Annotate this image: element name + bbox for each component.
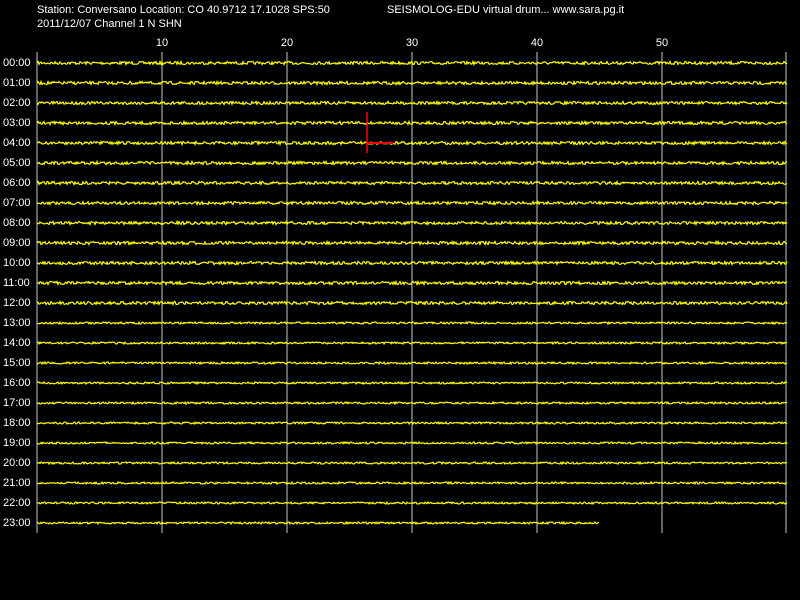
trace xyxy=(36,79,788,87)
row-label: 18:00 xyxy=(3,417,31,429)
x-tick-label: 50 xyxy=(656,37,668,49)
trace xyxy=(36,219,788,227)
trace xyxy=(36,440,788,446)
trace xyxy=(36,520,600,526)
trace xyxy=(36,239,788,247)
row-label: 02:00 xyxy=(3,97,31,109)
row-label: 08:00 xyxy=(3,217,31,229)
chart-title: Station: Conversano Location: CO 40.9712… xyxy=(37,4,330,16)
trace xyxy=(36,460,787,466)
x-tick-label: 20 xyxy=(281,37,293,49)
x-tick-label: 10 xyxy=(156,37,168,49)
row-label: 03:00 xyxy=(3,117,31,129)
row-label: 07:00 xyxy=(3,197,31,209)
trace xyxy=(36,99,788,106)
trace xyxy=(36,480,788,486)
trace xyxy=(37,500,788,506)
trace xyxy=(36,179,788,187)
row-label: 17:00 xyxy=(3,397,31,409)
row-label: 04:00 xyxy=(3,137,31,149)
row-label: 20:00 xyxy=(3,457,31,469)
row-label: 21:00 xyxy=(3,477,31,489)
row-label: 15:00 xyxy=(3,357,31,369)
trace xyxy=(36,421,788,426)
row-label: 12:00 xyxy=(3,297,31,309)
row-label: 19:00 xyxy=(3,437,31,449)
chart-subtitle: 2011/12/07 Channel 1 N SHN xyxy=(37,18,182,30)
trace xyxy=(36,360,788,366)
x-tick-label: 40 xyxy=(531,37,543,49)
row-label: 10:00 xyxy=(3,257,31,269)
annotation: SEISMOLOG-EDU virtual drum... www.sara.p… xyxy=(387,4,624,16)
row-label: 00:00 xyxy=(3,57,31,69)
row-label: 13:00 xyxy=(3,317,31,329)
row-label: 09:00 xyxy=(3,237,31,249)
trace xyxy=(36,380,788,386)
trace xyxy=(36,59,788,67)
row-label: 23:00 xyxy=(3,517,31,529)
trace xyxy=(36,400,788,406)
trace xyxy=(36,119,788,127)
row-label: 05:00 xyxy=(3,157,31,169)
trace xyxy=(36,159,788,167)
trace xyxy=(37,279,788,287)
trace xyxy=(36,259,788,267)
trace xyxy=(36,320,788,326)
x-tick-label: 30 xyxy=(406,37,418,49)
trace xyxy=(36,299,788,307)
row-label: 06:00 xyxy=(3,177,31,189)
row-label: 14:00 xyxy=(3,337,31,349)
row-label: 01:00 xyxy=(3,77,31,89)
row-label: 22:00 xyxy=(3,497,31,509)
trace xyxy=(36,340,788,346)
row-label: 16:00 xyxy=(3,377,31,389)
trace xyxy=(36,139,788,147)
row-label: 11:00 xyxy=(3,277,30,289)
trace xyxy=(36,200,788,207)
